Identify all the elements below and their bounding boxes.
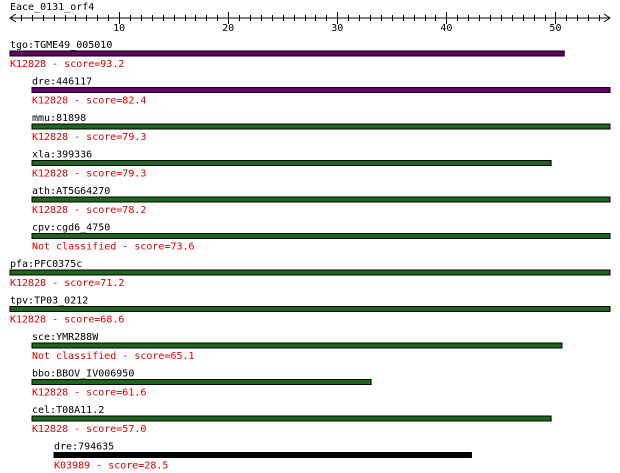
hit-label[interactable]: cel:T08A11.2 <box>32 405 104 416</box>
hit-label[interactable]: xla:399336 <box>32 150 92 161</box>
hit-score[interactable]: K12828 - score=68.6 <box>10 315 124 326</box>
hit-row[interactable]: dre:794635 K03989 - score=28.5 <box>53 442 472 472</box>
hit-label[interactable]: pfa:PFC0375c <box>10 259 82 270</box>
hit-row[interactable]: bbo:BBOV_IV006950 K12828 - score=61.6 <box>31 369 372 399</box>
hit-bar[interactable] <box>9 269 611 276</box>
hit-bar[interactable] <box>31 87 611 93</box>
tick-label: 40 <box>440 23 452 34</box>
hit-score[interactable]: K12828 - score=82.4 <box>32 96 146 107</box>
hit-score[interactable]: K12828 - score=71.2 <box>10 278 124 289</box>
hit-score[interactable]: Not classified - score=73.6 <box>32 242 195 253</box>
hit-row[interactable]: ath:AT5G64270 K12828 - score=78.2 <box>31 186 611 216</box>
hit-label[interactable]: ath:AT5G64270 <box>32 186 110 197</box>
hit-label[interactable]: tgo:TGME49_005010 <box>10 40 112 51</box>
hit-bar[interactable] <box>31 415 552 422</box>
hit-row[interactable]: tpv:TP03_0212 K12828 - score=68.6 <box>9 296 611 326</box>
hit-bar[interactable] <box>31 123 611 130</box>
hit-list: tgo:TGME49_005010 K12828 - score=93.2 dre:… <box>9 40 611 472</box>
tick-label: 30 <box>331 23 343 34</box>
hit-score[interactable]: K12828 - score=78.2 <box>32 205 146 216</box>
axis-ticks: 10 20 30 40 50 <box>21 12 600 34</box>
hit-bar[interactable] <box>9 50 565 57</box>
tick-label: 10 <box>113 23 125 34</box>
hit-row[interactable]: tgo:TGME49_005010 K12828 - score=93.2 <box>9 40 565 70</box>
hit-bar[interactable] <box>9 306 611 312</box>
hit-label[interactable]: bbo:BBOV_IV006950 <box>32 369 134 380</box>
hit-row[interactable]: dre:446117 K12828 - score=82.4 <box>31 77 611 107</box>
hit-row[interactable]: mmu:81898 K12828 - score=79.3 <box>31 113 611 143</box>
axis-arrow-right-icon <box>603 13 611 23</box>
hit-score[interactable]: K03989 - score=28.5 <box>54 461 168 472</box>
hit-bar[interactable] <box>53 452 472 458</box>
hit-score[interactable]: K12828 - score=61.6 <box>32 388 146 399</box>
hit-bar[interactable] <box>31 342 563 349</box>
hit-bar[interactable] <box>31 233 611 239</box>
axis-arrow-left-icon <box>9 13 17 23</box>
hit-score[interactable]: Not classified - score=65.1 <box>32 351 195 362</box>
query-axis: Eace_0131_orf4 10 20 30 40 50 <box>9 2 611 34</box>
hit-score[interactable]: K12828 - score=79.3 <box>32 132 146 143</box>
hit-row[interactable]: cpv:cgd6_4750 Not classified - score=73.6 <box>31 223 611 253</box>
hit-label[interactable]: mmu:81898 <box>32 113 86 124</box>
hit-score[interactable]: K12828 - score=57.0 <box>32 424 146 435</box>
hit-score[interactable]: K12828 - score=93.2 <box>10 59 124 70</box>
hit-bar[interactable] <box>31 160 552 166</box>
hit-row[interactable]: sce:YMR288W Not classified - score=65.1 <box>31 332 563 362</box>
hit-score[interactable]: K12828 - score=79.3 <box>32 169 146 180</box>
hit-label[interactable]: dre:446117 <box>32 77 92 88</box>
hit-label[interactable]: dre:794635 <box>54 442 114 453</box>
tick-label: 20 <box>222 23 234 34</box>
hit-label[interactable]: sce:YMR288W <box>32 332 99 343</box>
hit-bar[interactable] <box>31 196 611 203</box>
hit-row[interactable]: pfa:PFC0375c K12828 - score=71.2 <box>9 259 611 289</box>
hit-row[interactable]: cel:T08A11.2 K12828 - score=57.0 <box>31 405 552 435</box>
hit-label[interactable]: tpv:TP03_0212 <box>10 296 88 307</box>
query-title: Eace_0131_orf4 <box>10 2 94 13</box>
hit-label[interactable]: cpv:cgd6_4750 <box>32 223 110 234</box>
tick-label: 50 <box>549 23 561 34</box>
hit-bar[interactable] <box>31 379 372 385</box>
hit-row[interactable]: xla:399336 K12828 - score=79.3 <box>31 150 552 180</box>
